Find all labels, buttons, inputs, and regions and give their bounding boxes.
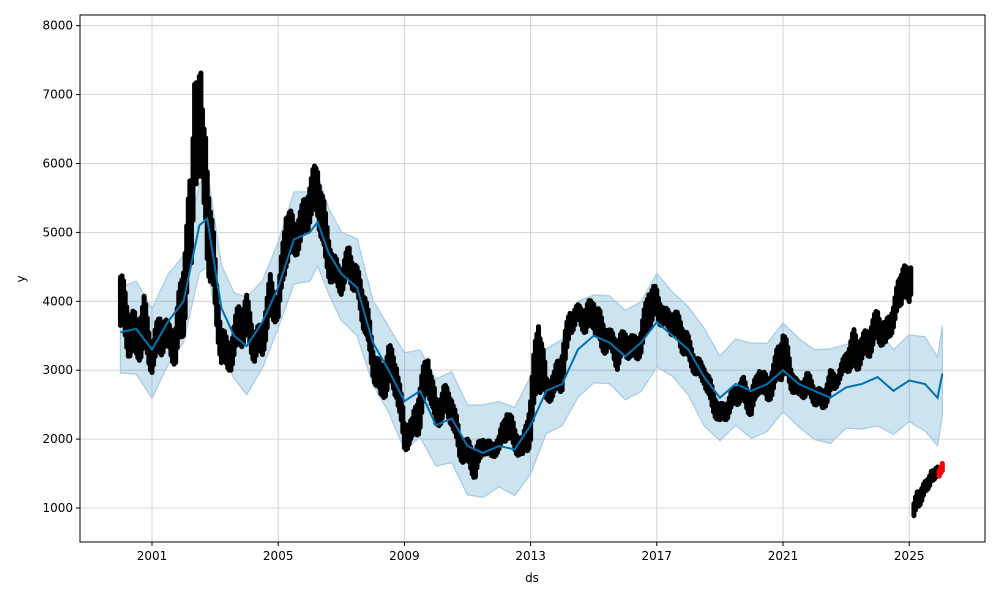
y-tick-label: 3000 (42, 363, 73, 377)
y-tick-label: 8000 (42, 19, 73, 33)
x-tick-label: 2013 (515, 549, 546, 563)
x-tick-label: 2017 (642, 549, 673, 563)
y-tick-label: 2000 (42, 432, 73, 446)
observed-points (117, 70, 945, 519)
y-tick-label: 1000 (42, 501, 73, 515)
y-tick-label: 6000 (42, 157, 73, 171)
y-axis-label: y (14, 275, 28, 282)
y-tick-label: 7000 (42, 88, 73, 102)
x-tick-label: 2005 (263, 549, 294, 563)
x-tick-label: 2021 (768, 549, 799, 563)
x-tick-label: 2009 (389, 549, 420, 563)
x-axis-label: ds (525, 571, 539, 585)
plot-frame (79, 14, 986, 543)
forecast-line (120, 216, 944, 454)
axis-ticks: 2001 2005 2009 2013 2017 2021 2025 1000 2000 3000… (42, 19, 924, 563)
y-tick-label: 4000 (42, 294, 73, 308)
x-tick-label: 2025 (894, 549, 925, 563)
x-tick-label: 2001 (137, 549, 168, 563)
yhat-line (120, 216, 944, 454)
y-tick-label: 5000 (42, 225, 73, 239)
